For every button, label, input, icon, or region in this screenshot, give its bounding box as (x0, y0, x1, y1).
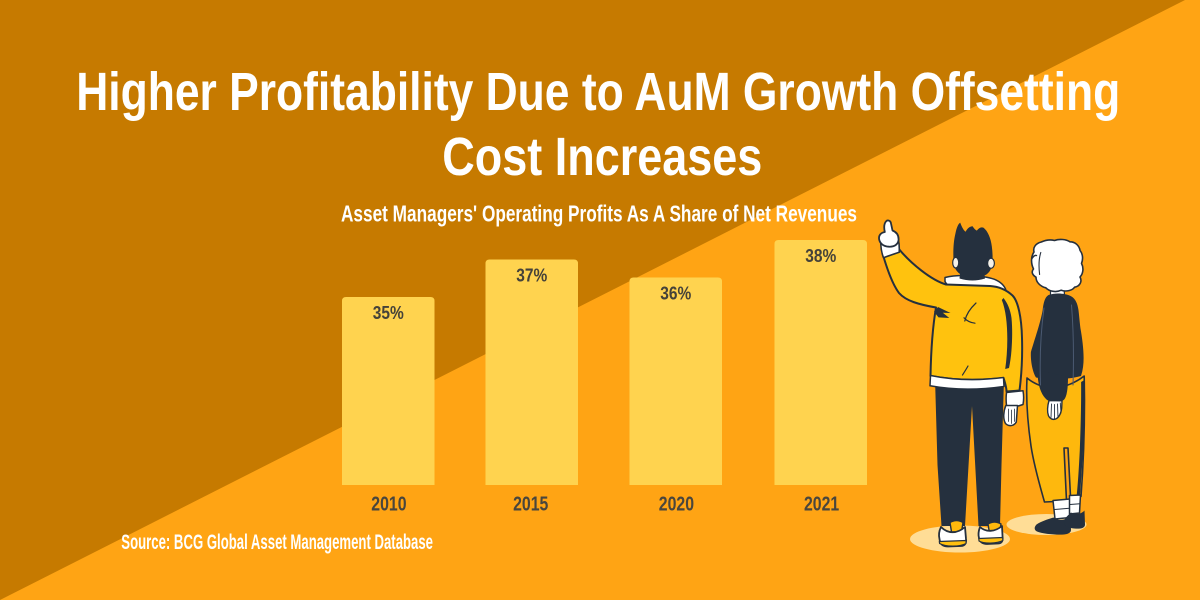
svg-text:2010: 2010 (371, 493, 406, 515)
svg-text:Cost Increases: Cost Increases (442, 127, 762, 187)
svg-text:35%: 35% (373, 303, 404, 323)
svg-text:2015: 2015 (513, 493, 548, 515)
svg-text:38%: 38% (805, 246, 836, 266)
svg-text:Higher Profitability Due to Au: Higher Profitability Due to AuM Growth O… (76, 62, 1120, 122)
svg-text:2020: 2020 (659, 493, 694, 515)
svg-text:Source: BCG Global Asset Manag: Source: BCG Global Asset Management Data… (121, 530, 433, 554)
svg-text:Asset Managers' Operating Prof: Asset Managers' Operating Profits As A S… (341, 200, 857, 226)
svg-text:37%: 37% (516, 266, 547, 286)
svg-text:2021: 2021 (804, 493, 839, 515)
svg-text:36%: 36% (660, 284, 691, 304)
